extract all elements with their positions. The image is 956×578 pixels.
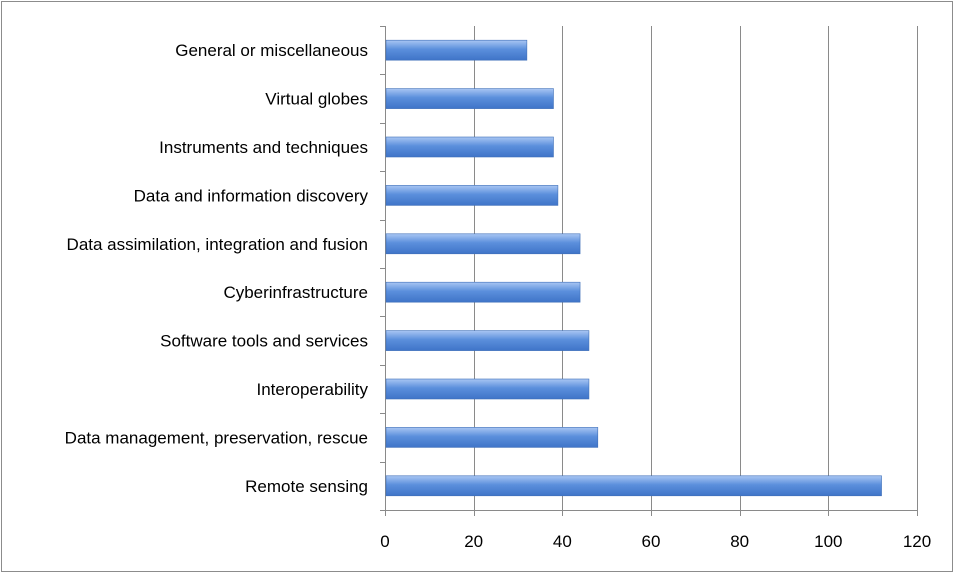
category-label: Remote sensing: [245, 477, 368, 496]
category-label: Software tools and services: [160, 332, 368, 351]
bar: [385, 281, 581, 303]
x-tick-labels: 0 20 40 60 80 100 120: [380, 532, 931, 551]
x-tick-label: 40: [553, 532, 572, 551]
axes: [380, 26, 918, 516]
bar: [385, 88, 554, 109]
category-label: General or miscellaneous: [175, 41, 368, 60]
x-tick-label: 100: [814, 532, 842, 551]
category-label: Data management, preservation, rescue: [65, 428, 368, 447]
category-label: Data and information discovery: [134, 186, 369, 205]
x-tick-label: 20: [464, 532, 483, 551]
bars: [385, 39, 882, 497]
bar: [385, 378, 590, 400]
category-label: Virtual globes: [265, 90, 368, 109]
x-tick-label: 80: [730, 532, 749, 551]
category-label: Interoperability: [256, 380, 368, 399]
bar: [385, 233, 581, 255]
bar: [385, 427, 599, 448]
bar: [385, 136, 554, 158]
x-tick-label: 0: [380, 532, 389, 551]
bar: [385, 330, 590, 351]
bar: [385, 39, 528, 61]
x-tick-label: 120: [903, 532, 931, 551]
bar: [385, 475, 882, 497]
x-tick-label: 60: [642, 532, 661, 551]
bar: [385, 185, 559, 206]
category-label: Instruments and techniques: [159, 138, 368, 157]
category-label: Cyberinfrastructure: [223, 283, 368, 302]
category-label: Data assimilation, integration and fusio…: [67, 235, 368, 254]
category-labels: General or miscellaneous Virtual globes In…: [65, 41, 369, 496]
